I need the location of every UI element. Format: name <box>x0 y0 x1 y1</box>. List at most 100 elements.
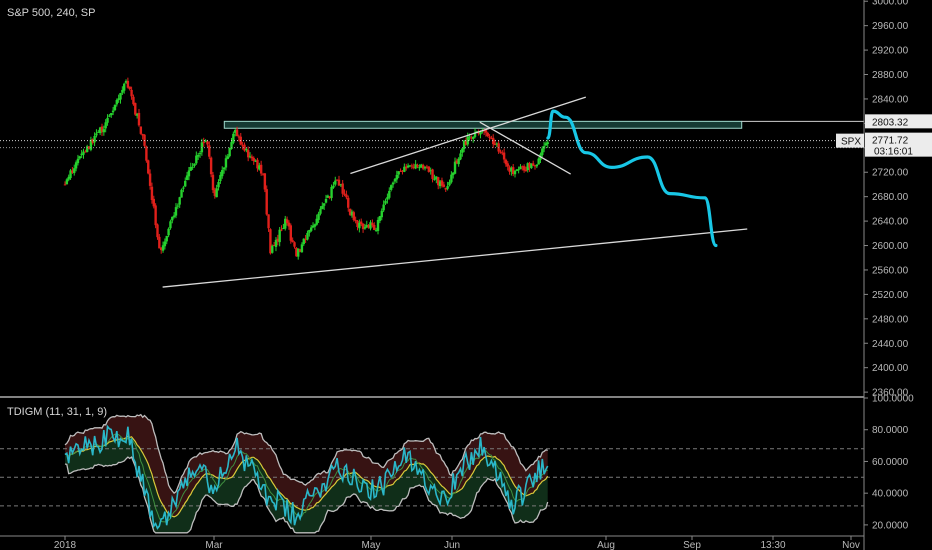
candle-body <box>284 218 287 229</box>
candle-body <box>180 189 183 198</box>
candle-body <box>378 216 382 221</box>
candle-body <box>196 155 200 157</box>
candle-body <box>134 103 137 115</box>
candle-body <box>365 225 368 228</box>
candle-body <box>154 205 157 226</box>
candle-body <box>347 197 350 208</box>
candle-body <box>360 221 363 225</box>
projection-curve[interactable] <box>546 109 718 248</box>
candle-body <box>98 127 102 134</box>
candle-body <box>477 131 480 134</box>
time-tick-label: Mar <box>205 540 223 550</box>
candle-body <box>493 143 497 146</box>
price-axis[interactable]: 3000.002960.002920.002880.002840.002800.… <box>0 0 932 399</box>
candle-body <box>297 248 300 257</box>
price-tick-label: 2360.00 <box>872 388 909 399</box>
candle-body <box>298 249 302 252</box>
candle-body <box>69 170 72 179</box>
candle-body <box>250 156 254 159</box>
candle-body <box>446 186 449 189</box>
price-tick-label: 2400.00 <box>872 363 909 374</box>
resistance-zone[interactable] <box>223 120 864 129</box>
candle-body <box>280 229 283 231</box>
price-tick-label: 2600.00 <box>872 241 909 252</box>
projection-path[interactable] <box>546 109 718 248</box>
candle-body <box>261 174 265 176</box>
candle-body <box>278 229 281 243</box>
candle-body <box>121 89 124 93</box>
candle-body <box>429 170 432 172</box>
trendline-2[interactable] <box>350 96 587 175</box>
candle-body <box>405 166 408 169</box>
candle-body <box>73 168 76 174</box>
candle-body <box>354 219 357 221</box>
candle-body <box>71 170 74 173</box>
candle-body <box>508 167 511 172</box>
candle-body <box>466 136 469 145</box>
candle-body <box>259 164 263 174</box>
candle-body <box>470 137 473 139</box>
candle-body <box>330 186 333 198</box>
last-price-tag[interactable] <box>865 132 932 157</box>
candle-body <box>65 179 69 185</box>
candle-body <box>438 181 442 187</box>
tdigm-panel[interactable] <box>0 413 864 534</box>
price-panel[interactable] <box>63 77 864 288</box>
resistance-rectangle[interactable] <box>223 120 743 129</box>
candle-body <box>546 142 549 144</box>
candle-body <box>184 180 187 187</box>
price-tick-label: 2520.00 <box>872 290 909 301</box>
candle-body <box>345 194 348 198</box>
candle-body <box>204 140 207 142</box>
candle-body <box>324 199 328 203</box>
candle-body <box>490 138 493 140</box>
candle-body <box>230 142 233 149</box>
candle-body <box>501 152 504 154</box>
candle-body <box>542 146 546 149</box>
candle-body <box>421 164 425 169</box>
candle-body <box>254 160 257 162</box>
candle-body <box>386 197 389 200</box>
candle-body <box>384 200 387 204</box>
candle-body <box>363 227 367 229</box>
trendline-1[interactable] <box>162 228 748 288</box>
candle-body <box>473 132 477 137</box>
candle-body <box>479 131 482 135</box>
tdigm-axis[interactable]: 100.0000 80.0000 60.0000 40.0000 20.0000 <box>864 394 914 532</box>
candle-body <box>167 228 170 236</box>
time-tick-label: Nov <box>842 540 860 550</box>
candle-body <box>91 139 94 143</box>
candle-body <box>113 104 117 111</box>
candle-body <box>119 93 122 100</box>
candle-body <box>191 166 194 168</box>
candle-body <box>464 140 468 145</box>
candle-body <box>295 247 298 257</box>
resistance-price-tag[interactable] <box>865 114 932 129</box>
candle-body <box>252 157 255 162</box>
candle-body <box>453 161 457 174</box>
candle-body <box>274 239 278 247</box>
rsi-line[interactable] <box>64 424 549 530</box>
candle-body <box>195 155 198 164</box>
symbol-tag[interactable] <box>836 133 864 148</box>
candle-body <box>461 148 464 153</box>
candle-body <box>76 158 80 164</box>
candle-body <box>148 173 152 186</box>
candle-body <box>374 230 378 232</box>
tdigm-tick-label: 100.0000 <box>872 394 914 405</box>
candle-body <box>315 218 318 225</box>
candle-body <box>517 169 520 171</box>
time-axis[interactable]: 2018 Mar May Jun Aug Sep 13:30 Nov <box>54 536 860 550</box>
candle-body <box>232 133 235 143</box>
candle-body <box>414 164 417 169</box>
candle-body <box>420 164 423 168</box>
candle-body <box>150 186 154 200</box>
candle-body <box>97 131 100 133</box>
upper-band-line <box>64 413 548 494</box>
candlestick-series <box>63 77 549 260</box>
lower-band-fill <box>65 436 548 533</box>
price-tick-label: 2480.00 <box>872 314 909 325</box>
candle-body <box>519 166 522 170</box>
candle-body <box>158 236 161 249</box>
